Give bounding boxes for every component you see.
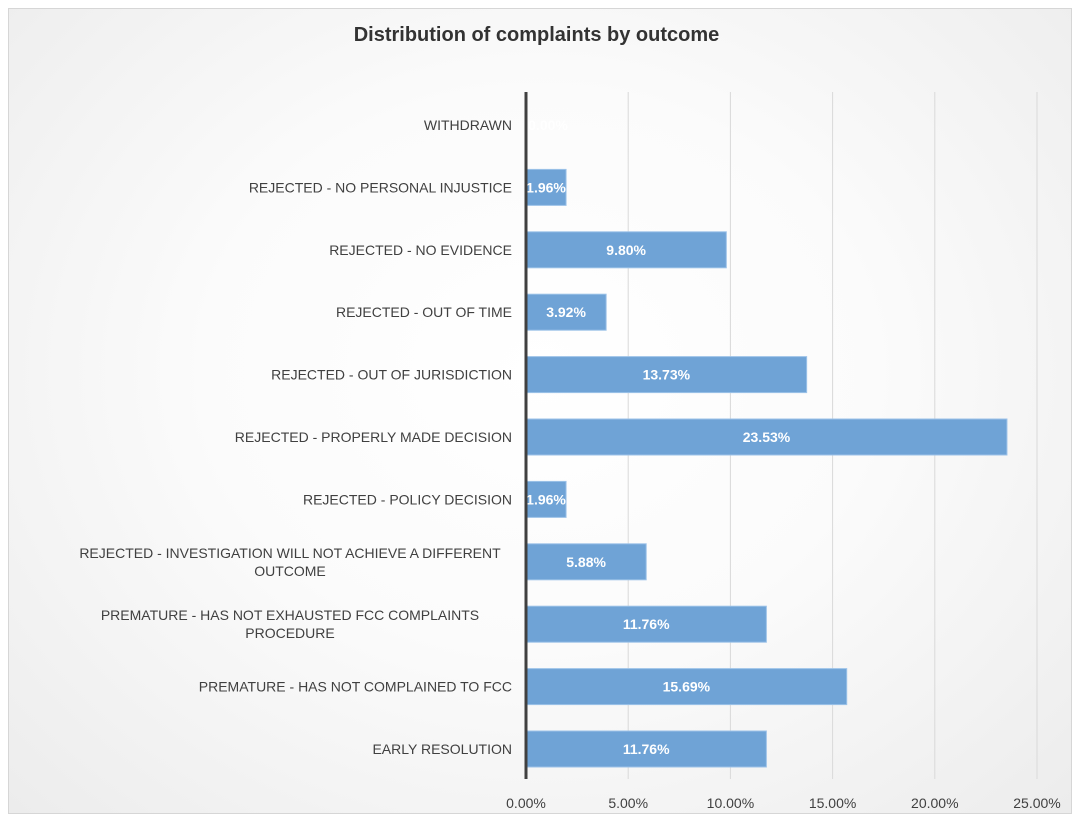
bar — [525, 231, 727, 269]
data-label: 13.73% — [643, 367, 691, 383]
category-label: REJECTED - INVESTIGATION WILL NOT ACHIEV… — [79, 545, 501, 579]
bar — [525, 730, 767, 768]
category-label: REJECTED - POLICY DECISION — [303, 491, 512, 507]
bar — [525, 418, 1008, 456]
bar — [525, 356, 808, 394]
category-label: REJECTED - NO PERSONAL INJUSTICE — [249, 179, 512, 195]
bar — [525, 543, 647, 581]
data-label: 5.88% — [566, 554, 606, 570]
category-label: PREMATURE - HAS NOT EXHAUSTED FCC COMPLA… — [101, 607, 479, 641]
data-label: 0.00% — [528, 117, 568, 133]
category-label: REJECTED - NO EVIDENCE — [329, 242, 512, 258]
chart-title: Distribution of complaints by outcome — [353, 24, 720, 46]
category-label: EARLY RESOLUTION — [372, 741, 512, 757]
x-tick-label: 10.00% — [707, 795, 754, 811]
category-label: REJECTED - PROPERLY MADE DECISION — [235, 429, 512, 445]
bar — [525, 668, 848, 706]
x-tick-label: 0.00% — [506, 795, 546, 811]
category-label: PREMATURE - HAS NOT COMPLAINED TO FCC — [199, 679, 512, 695]
data-label: 11.76% — [623, 616, 670, 632]
data-label: 9.80% — [606, 242, 646, 258]
category-label: WITHDRAWN — [424, 117, 512, 133]
data-label: 23.53% — [743, 429, 791, 445]
category-label: REJECTED - OUT OF TIME — [336, 304, 512, 320]
data-label: 11.76% — [623, 741, 670, 757]
data-label: 1.96% — [526, 179, 566, 195]
data-label: 3.92% — [546, 304, 586, 320]
bar — [525, 605, 767, 643]
x-tick-label: 5.00% — [608, 795, 648, 811]
data-label: 15.69% — [663, 679, 711, 695]
bar — [525, 168, 567, 206]
bar — [525, 480, 567, 518]
x-tick-label: 20.00% — [911, 795, 958, 811]
data-label: 1.96% — [526, 491, 566, 507]
category-label: REJECTED - OUT OF JURISDICTION — [271, 367, 512, 383]
x-tick-label: 25.00% — [1013, 795, 1060, 811]
x-tick-label: 15.00% — [809, 795, 856, 811]
